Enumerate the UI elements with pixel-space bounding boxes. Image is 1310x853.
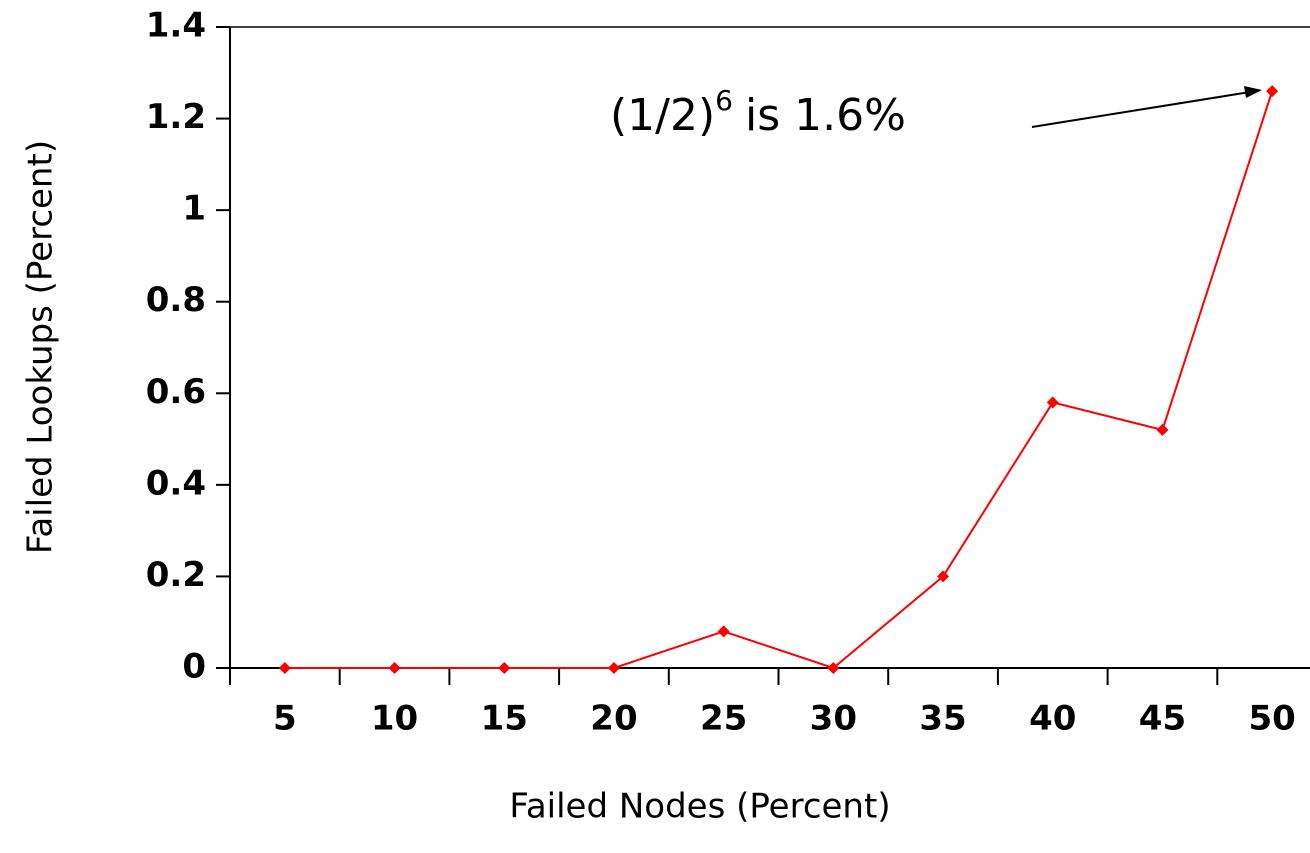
y-tick-label: 0.4: [146, 463, 206, 503]
x-tick-label: 40: [1029, 699, 1076, 739]
x-tick-label: 25: [700, 699, 747, 739]
y-axis-title: Failed Lookups (Percent): [21, 140, 61, 554]
marker: [278, 662, 291, 674]
y-tick-label: 0.6: [146, 372, 206, 412]
y-tick-label: 0: [182, 647, 206, 687]
x-tick-label: 5: [273, 699, 297, 739]
x-axis-title: Failed Nodes (Percent): [509, 787, 890, 827]
y-tick-label: 1.2: [146, 97, 206, 137]
marker: [937, 570, 950, 583]
annotation-text: is 1.6%: [745, 90, 906, 141]
marker: [717, 625, 730, 638]
y-tick-label: 0.8: [146, 280, 206, 320]
marker: [607, 662, 620, 674]
line: [284, 90, 1274, 670]
x-tick-label: 50: [1248, 699, 1295, 739]
y-tick-label: 0.2: [146, 555, 206, 595]
marker: [1266, 85, 1279, 98]
x-tick-label: 35: [919, 699, 966, 739]
y-tick-label: 1.4: [146, 6, 206, 46]
marker: [1046, 396, 1059, 409]
y-tick-label: 1: [182, 189, 206, 229]
marker: [827, 662, 840, 674]
x-tick-label: 45: [1139, 699, 1186, 739]
annotation-arrow: [1031, 91, 1251, 128]
annotation: (1/2)6 is 1.6%: [610, 84, 906, 141]
x-tick-label: 30: [810, 699, 857, 739]
x-tick-label: 15: [481, 699, 528, 739]
arrow-head: [1244, 86, 1262, 98]
annotation-sup: 6: [715, 84, 733, 117]
marker: [1156, 423, 1169, 436]
x-tick-label: 10: [371, 699, 418, 739]
x-tick-label: 20: [590, 699, 637, 739]
annotation-base: (1/2): [610, 90, 715, 141]
marker: [388, 662, 401, 674]
marker: [498, 662, 511, 674]
